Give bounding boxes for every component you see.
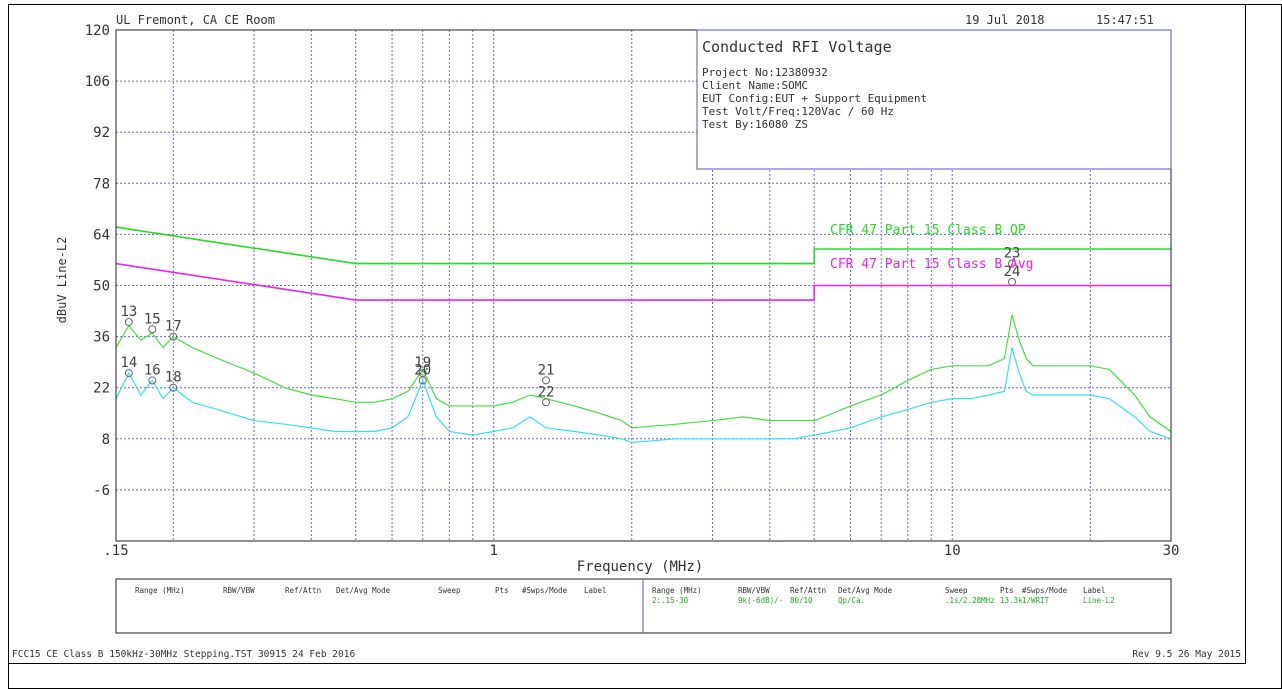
marker-point <box>418 376 427 385</box>
y-tick-label: 22 <box>93 381 110 397</box>
marker-label: 17 <box>165 319 182 335</box>
param-header: Label <box>1083 586 1106 595</box>
param-header: Pts <box>1000 586 1014 595</box>
marker-point <box>124 318 133 326</box>
marker-point <box>169 332 178 341</box>
y-tick-label: 50 <box>93 279 110 295</box>
marker-point <box>148 325 157 334</box>
param-value: Qp/Ca. <box>838 596 865 605</box>
param-header: #Swps/Mode <box>522 586 568 595</box>
marker-label: 15 <box>144 311 161 327</box>
info-line-config: EUT Config:EUT + Support Equipment <box>702 92 927 105</box>
marker-point <box>124 369 133 378</box>
param-header: RBW/VBW <box>738 586 770 595</box>
x-tick-label: 1 <box>490 543 498 559</box>
limit-line <box>115 226 1171 265</box>
params-headers: Range (MHz) RBW/VBW Ref/Attn Det/Avg Mode Sw… <box>135 586 1115 605</box>
frame-left-border <box>8 4 9 688</box>
marker-label: 22 <box>538 384 555 400</box>
header-site: UL Fremont, CA CE Room <box>116 13 275 27</box>
marker-point <box>541 398 550 407</box>
param-header: Ref/Attn <box>790 586 826 595</box>
qp-limit-label: CFR 47 Part 15 Class B QP <box>830 223 1026 238</box>
series-line <box>115 314 1172 432</box>
data-series <box>115 314 1172 444</box>
marker-label: 20 <box>414 362 431 378</box>
y-tick-label: 92 <box>93 125 110 141</box>
param-header: Range (MHz) <box>652 586 702 595</box>
param-header: #Swps/Mode <box>1022 586 1068 595</box>
marker-point <box>541 376 550 385</box>
param-header: Sweep <box>945 586 968 595</box>
marker-label: 21 <box>538 362 555 378</box>
marker-point <box>1008 259 1017 268</box>
x-tick-label: 30 <box>1163 543 1180 559</box>
y-tick-label: 8 <box>102 432 110 448</box>
info-line-client: Client Name:SOMC <box>702 79 808 92</box>
param-value: 1/WRIT <box>1022 596 1050 605</box>
y-tick-label: 64 <box>93 227 110 243</box>
param-value: Line-L2 <box>1083 596 1115 605</box>
param-header: Label <box>584 586 607 595</box>
header-time: 15:47:51 <box>1096 13 1154 27</box>
param-header: RBW/VBW <box>223 586 255 595</box>
param-header: Pts <box>495 586 509 595</box>
axis-ticks: 120 106 92 78 64 50 36 22 8 -6 .15 1 10 30 <box>85 23 1180 559</box>
marker-point <box>148 376 157 385</box>
frame-top-border <box>8 4 1281 5</box>
param-value: 13.3k <box>1000 596 1023 605</box>
marker-label: 19 <box>414 355 431 371</box>
info-line-testby: Test By:16080 ZS <box>702 118 808 131</box>
y-tick-label: 106 <box>85 74 110 90</box>
param-header: Det/Avg Mode <box>336 586 391 595</box>
header-date: 19 Jul 2018 <box>965 13 1044 27</box>
limit-line <box>115 262 1171 301</box>
info-line-project: Project No:12380932 <box>702 66 828 79</box>
y-axis-label: dBuV Line-L2 <box>55 237 69 324</box>
param-header: Range (MHz) <box>135 586 185 595</box>
param-value: 9k(-6dB)/- <box>738 596 783 605</box>
param-header: Det/Avg Mode <box>838 586 893 595</box>
param-value: 80/10 <box>790 596 813 605</box>
marker-label: 16 <box>144 362 161 378</box>
marker-label: 24 <box>1004 264 1021 280</box>
y-tick-label: 120 <box>85 23 110 39</box>
plot-border <box>115 29 1172 542</box>
info-box <box>696 29 1172 170</box>
marker-point <box>169 383 178 392</box>
y-tick-label: 78 <box>93 176 110 192</box>
frame-inner-right-border <box>1245 4 1246 664</box>
series-line <box>115 347 1172 444</box>
info-line-volt: Test Volt/Freq:120Vac / 60 Hz <box>702 105 894 118</box>
param-value: .1s/2.28MHz <box>945 596 995 605</box>
limit-lines <box>115 226 1171 301</box>
frame-inner-bottom-border <box>8 663 1246 664</box>
param-value: 2:.15-30 <box>652 596 689 605</box>
y-tick-label: 36 <box>93 330 110 346</box>
marker-label: 18 <box>165 370 182 386</box>
marker-label: 14 <box>120 355 137 371</box>
marker-label: 13 <box>120 304 137 320</box>
x-tick-label: 10 <box>944 543 961 559</box>
y-tick-label: -6 <box>93 483 110 499</box>
param-header: Ref/Attn <box>285 586 321 595</box>
param-header: Sweep <box>438 586 461 595</box>
marker-label: 23 <box>1004 246 1021 262</box>
x-tick-label: .15 <box>103 543 128 559</box>
footer-test-file: FCC15 CE Class B 150kHz-30MHz Stepping.T… <box>12 649 355 660</box>
avg-limit-label: CFR 47 Part 15 Class B Avg <box>830 257 1034 272</box>
info-box-title: Conducted RFI Voltage <box>702 38 892 56</box>
x-axis-label: Frequency (MHz) <box>577 559 703 575</box>
marker-point <box>1008 277 1017 286</box>
footer-revision: Rev 9.5 26 May 2015 <box>1132 649 1241 660</box>
